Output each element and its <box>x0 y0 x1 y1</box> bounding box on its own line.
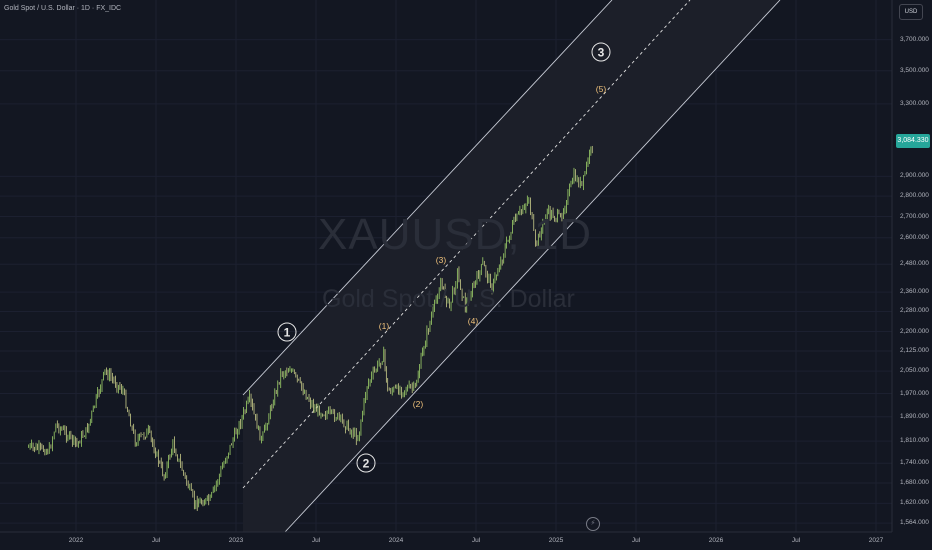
wave-minor-label: (4) <box>468 316 479 326</box>
price-tick-label: 1,564.000 <box>900 519 929 527</box>
wave-labels: 1 2 3 (1) (2) (3) (4) (5) <box>277 42 611 473</box>
price-tick-label: 2,600.000 <box>900 233 929 241</box>
watermark-description: Gold Spot / U.S. Dollar <box>322 285 575 313</box>
price-tick-label: 1,810.000 <box>900 437 929 445</box>
price-tick-label: 2,200.000 <box>900 327 929 335</box>
price-tick-label: 1,620.000 <box>900 499 929 507</box>
wave-minor-label: (3) <box>436 255 447 265</box>
wave-major-label: 2 <box>363 457 370 471</box>
wave-major-label: 3 <box>598 46 605 60</box>
elliott-channel[interactable] <box>242 0 781 533</box>
time-tick-label: 2022 <box>68 537 84 544</box>
last-price-label: 3,084.330 <box>896 134 930 148</box>
lightning-icon[interactable]: ⚡ <box>586 517 600 531</box>
currency-button[interactable]: USD <box>899 4 923 20</box>
time-tick-label: 2024 <box>388 537 404 544</box>
channel-fill <box>243 0 780 532</box>
price-tick-label: 3,500.000 <box>900 66 929 74</box>
wave-minor-label: (1) <box>379 321 390 331</box>
wave-major-circle <box>591 42 611 62</box>
time-tick-label: Jul <box>151 537 161 544</box>
time-tick-label: 2023 <box>228 537 244 544</box>
price-tick-label: 1,740.000 <box>900 459 929 467</box>
price-tick-label: 2,900.000 <box>900 172 929 180</box>
price-tick-label: 2,125.000 <box>900 346 929 354</box>
time-tick-label: Jul <box>311 537 321 544</box>
time-tick-label: 2025 <box>548 537 564 544</box>
wave-minor-label: (2) <box>413 399 424 409</box>
price-tick-label: 2,360.000 <box>900 288 929 296</box>
chart-title: Gold Spot / U.S. Dollar · 1D · FX_IDC <box>4 5 122 12</box>
time-tick-label: Jul <box>471 537 481 544</box>
price-tick-label: 2,700.000 <box>900 212 929 220</box>
price-tick-label: 1,680.000 <box>900 478 929 486</box>
price-tick-label: 3,700.000 <box>900 35 929 43</box>
time-tick-label: 2026 <box>708 537 724 544</box>
channel-median-line[interactable] <box>242 0 691 489</box>
candle-series <box>28 145 593 511</box>
channel-upper-line[interactable] <box>242 0 613 396</box>
time-tick-label: Jul <box>631 537 641 544</box>
wave-major-label: 1 <box>284 326 291 340</box>
wave-major-circle <box>277 322 297 342</box>
price-tick-label: 2,050.000 <box>900 367 929 375</box>
price-tick-label: 2,800.000 <box>900 192 929 200</box>
price-tick-label: 2,480.000 <box>900 260 929 268</box>
price-tick-label: 2,280.000 <box>900 307 929 315</box>
channel-lower-line[interactable] <box>284 0 781 533</box>
price-tick-label: 3,300.000 <box>900 99 929 107</box>
time-tick-label: 2027 <box>868 537 884 544</box>
wave-minor-label: (5) <box>596 84 607 94</box>
time-tick-label: Jul <box>791 537 801 544</box>
wave-major-circle <box>356 453 376 473</box>
price-tick-label: 1,970.000 <box>900 389 929 397</box>
watermark-symbol: XAUUSD, 1D <box>318 210 593 259</box>
price-tick-label: 1,890.000 <box>900 412 929 420</box>
